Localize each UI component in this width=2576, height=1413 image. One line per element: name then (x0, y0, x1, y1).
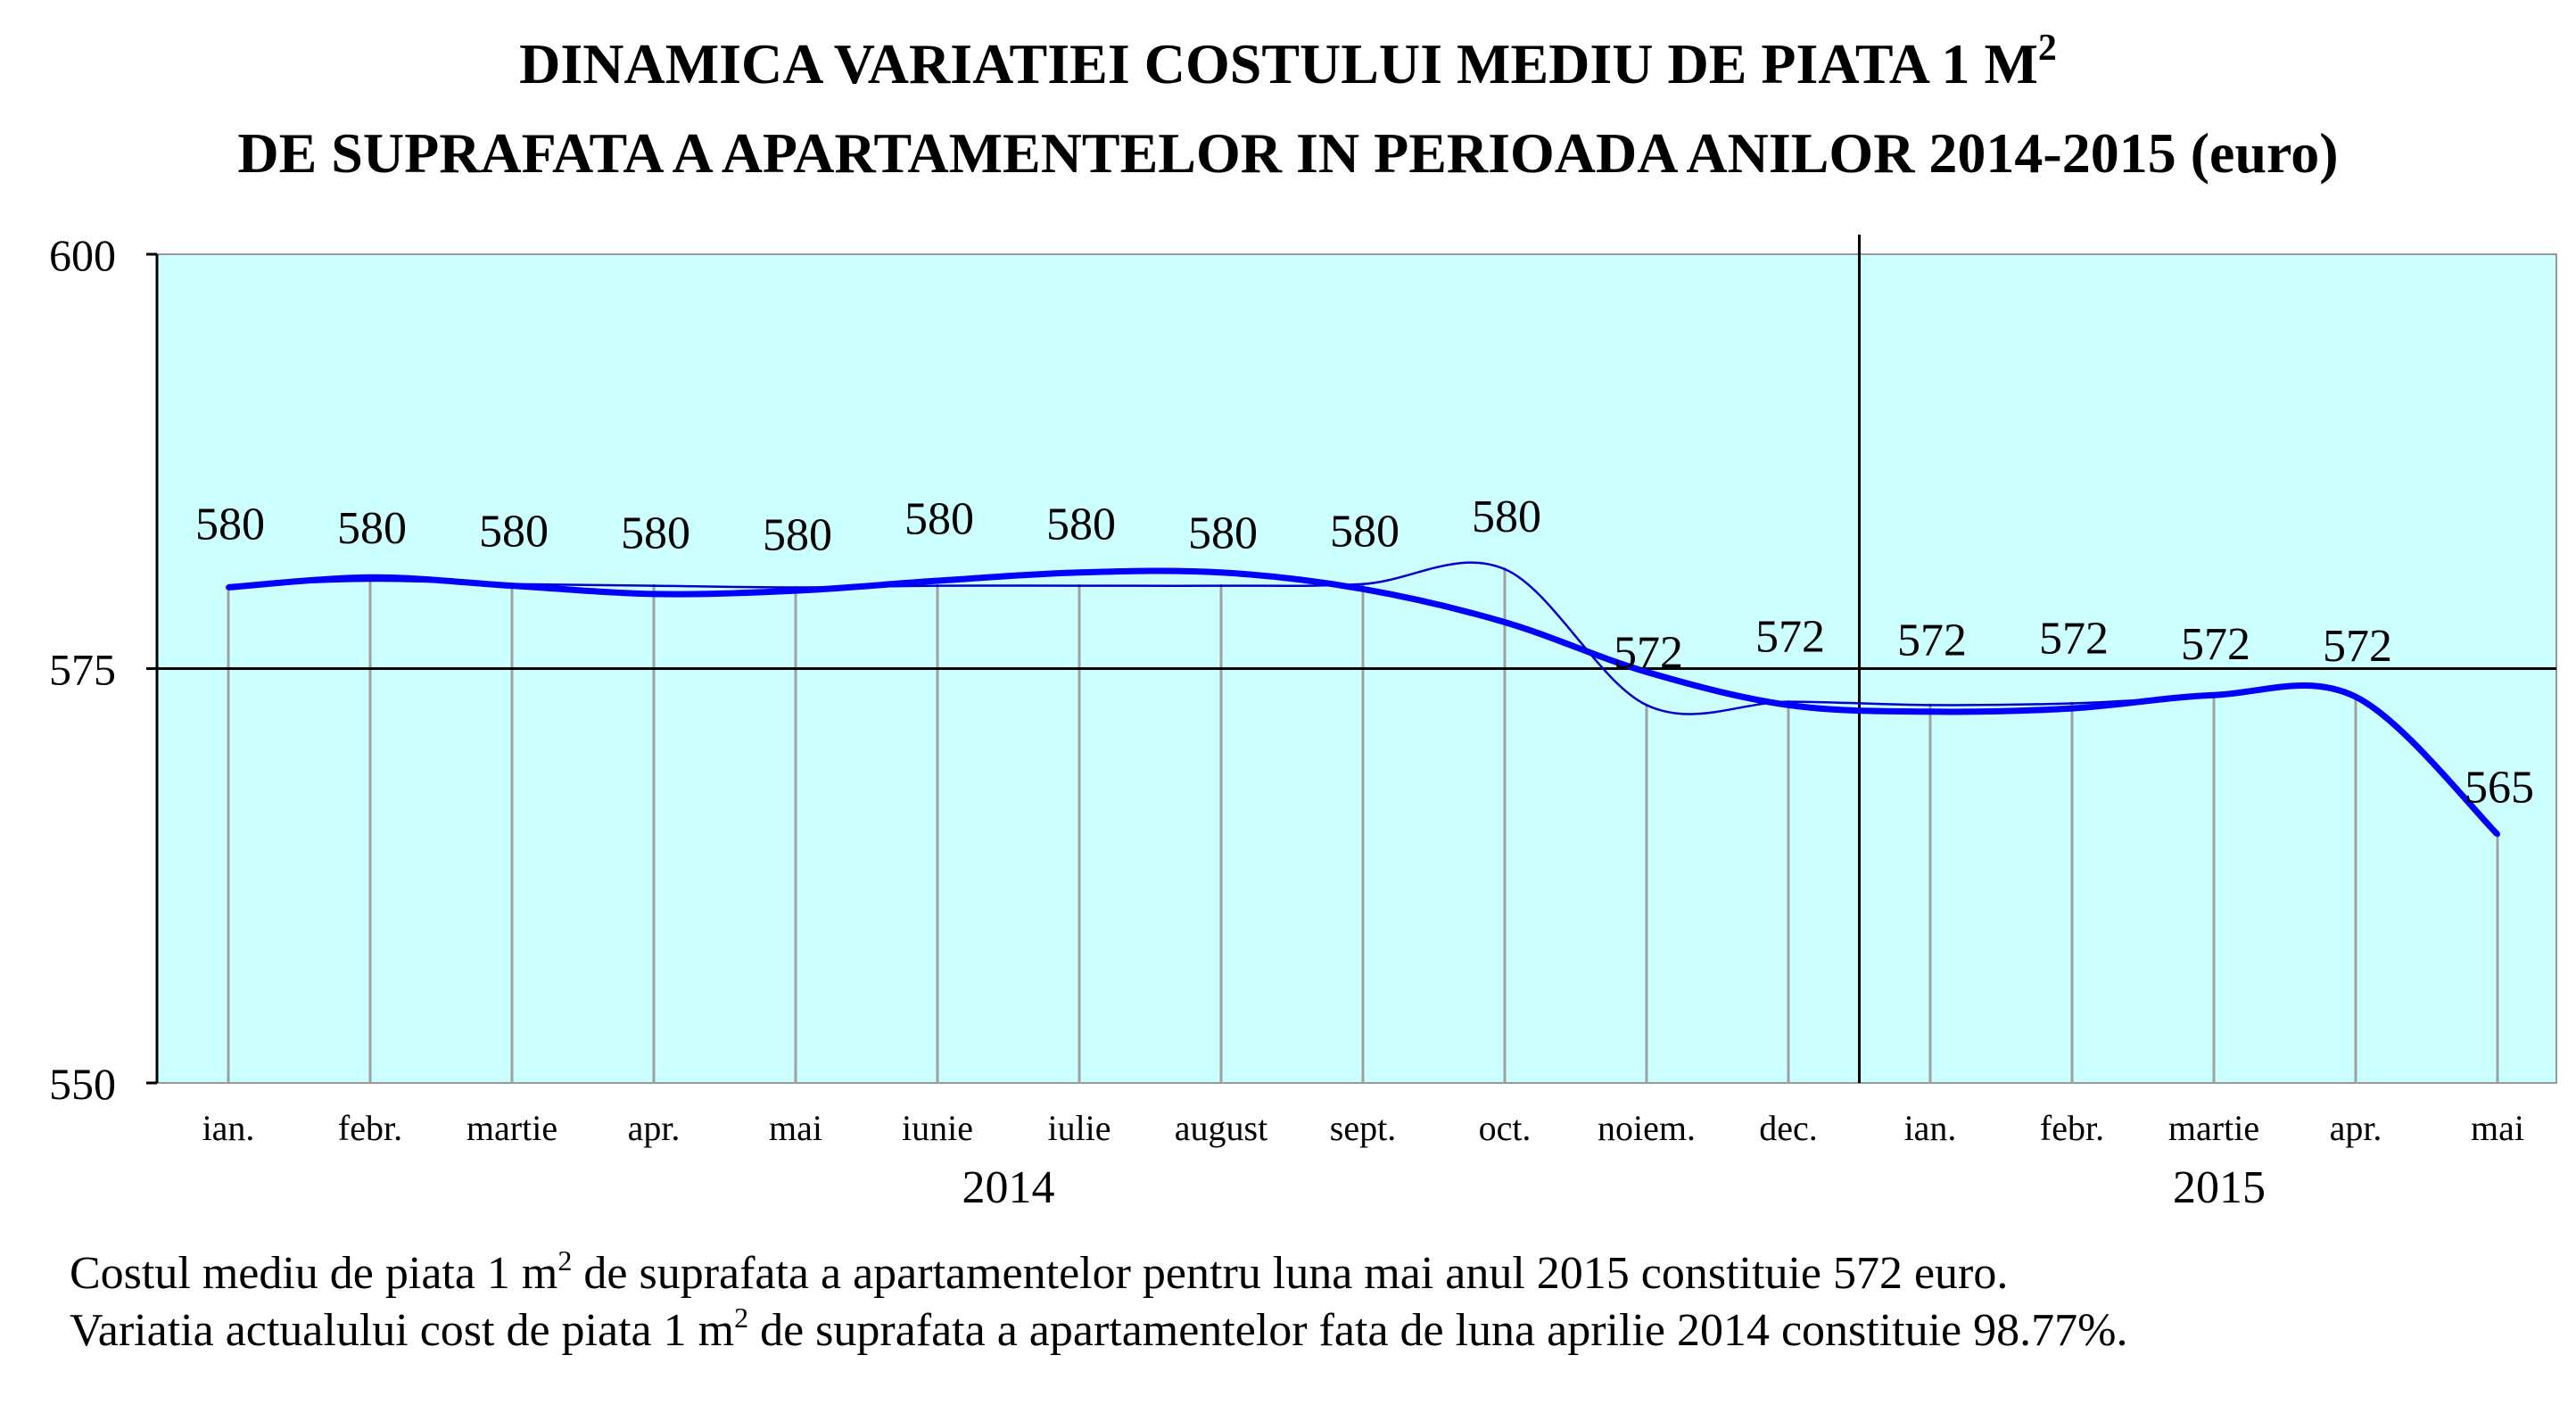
footnote-line2: Variatia actualului cost de piata 1 m2 d… (70, 1301, 2128, 1357)
series-point (1644, 669, 1649, 675)
series-point (1077, 569, 1082, 575)
y-tick-label: 600 (49, 230, 116, 280)
data-label: 572 (1897, 615, 1967, 665)
data-label: 565 (2465, 762, 2534, 813)
series-point (226, 584, 231, 591)
series-point (1218, 569, 1224, 575)
x-tick-label: iunie (902, 1108, 973, 1148)
series-line-2 (227, 567, 2500, 837)
x-tick-label: noiem. (1598, 1108, 1696, 1148)
series-point (1219, 584, 1223, 588)
series-point (2211, 692, 2217, 698)
x-tick-label: martie (466, 1108, 557, 1148)
series-point (1928, 708, 1933, 715)
data-label: 572 (1614, 627, 1683, 678)
chart-title-unit: (euro) (2190, 121, 2339, 185)
series-point (2069, 706, 2075, 712)
series-point (1077, 584, 1081, 588)
chart-title-text: DINAMICA VARIATIEI COSTULUI MEDIU DE PIA… (519, 32, 2038, 95)
data-label: 580 (1046, 500, 1116, 550)
series-point (651, 591, 656, 597)
x-tick-label: ian. (202, 1108, 255, 1148)
footnote-line1: Costul mediu de piata 1 m2 de suprafata … (70, 1244, 2009, 1300)
x-tick-label: apr. (2330, 1108, 2382, 1148)
footnote-superscript: 2 (557, 1244, 573, 1277)
data-label: 580 (621, 508, 690, 559)
x-tick-label: dec. (1759, 1108, 1818, 1148)
x-tick-label: ian. (1904, 1108, 1957, 1148)
x-tick-label: apr. (628, 1108, 681, 1148)
year-label: 2015 (2173, 1162, 2266, 1213)
series-point (2353, 694, 2358, 700)
year-label: 2014 (962, 1162, 1055, 1213)
footnote-text: Variatia actualului cost de piata 1 m (70, 1305, 735, 1356)
series-point (1503, 567, 1507, 571)
data-label: 580 (1330, 507, 1399, 558)
x-tick-label: mai (769, 1108, 822, 1148)
footnote-text: de suprafata a apartamentelor pentru lun… (572, 1248, 2009, 1299)
data-label: 580 (763, 509, 832, 560)
series-point (509, 583, 515, 589)
series-point (2070, 702, 2074, 706)
x-tick-label: sept. (1330, 1108, 1396, 1148)
x-tick-label: febr. (2040, 1108, 2104, 1148)
data-label: 580 (904, 494, 974, 545)
series-point (1502, 619, 1507, 625)
series-point (1928, 703, 1932, 706)
series-point (1360, 586, 1366, 592)
x-tick-label: august (1175, 1108, 1267, 1148)
x-tick-label: oct. (1479, 1108, 1532, 1148)
series-point (936, 584, 939, 588)
data-label: 580 (337, 503, 407, 554)
footnote-text: de suprafata a apartamentelor fata de lu… (748, 1305, 2128, 1356)
x-tick-label: febr. (338, 1108, 402, 1148)
data-label: 572 (1755, 612, 1825, 663)
data-label: 580 (1472, 492, 1541, 542)
chart-title-line2: DE SUPRAFATA A APARTAMENTELOR IN PERIOAD… (0, 125, 2576, 182)
data-label: 580 (479, 507, 549, 558)
x-tick-label: mai (2471, 1108, 2524, 1148)
chart-title-text: DE SUPRAFATA A APARTAMENTELOR IN PERIOAD… (237, 121, 2176, 185)
series-point (935, 578, 940, 584)
data-label: 572 (2323, 621, 2392, 672)
data-label: 580 (1188, 508, 1258, 559)
data-label: 580 (195, 500, 265, 550)
series-point (1361, 583, 1365, 586)
data-label: 572 (2039, 614, 2109, 665)
y-tick-label: 575 (49, 645, 116, 695)
line-chart: 600 575 550 580 580 580 580 580 580 580 580 580 580 5… (49, 230, 2557, 1213)
series-point (793, 588, 798, 594)
series-point (367, 574, 373, 581)
footnote-superscript: 2 (734, 1301, 749, 1334)
chart-title-line1: DINAMICA VARIATIEI COSTULUI MEDIU DE PIA… (0, 29, 2576, 93)
series-point (1645, 703, 1648, 706)
data-label: 572 (2181, 619, 2250, 670)
footnote-text: Costul mediu de piata 1 m (70, 1248, 558, 1299)
series-point (1786, 702, 1791, 708)
series-point (2495, 831, 2500, 838)
x-tick-label: iulie (1047, 1108, 1110, 1148)
y-tick-label: 550 (49, 1059, 116, 1109)
series-point (652, 584, 656, 588)
x-tick-label: martie (2168, 1108, 2259, 1148)
chart-title-superscript: 2 (2037, 28, 2057, 69)
